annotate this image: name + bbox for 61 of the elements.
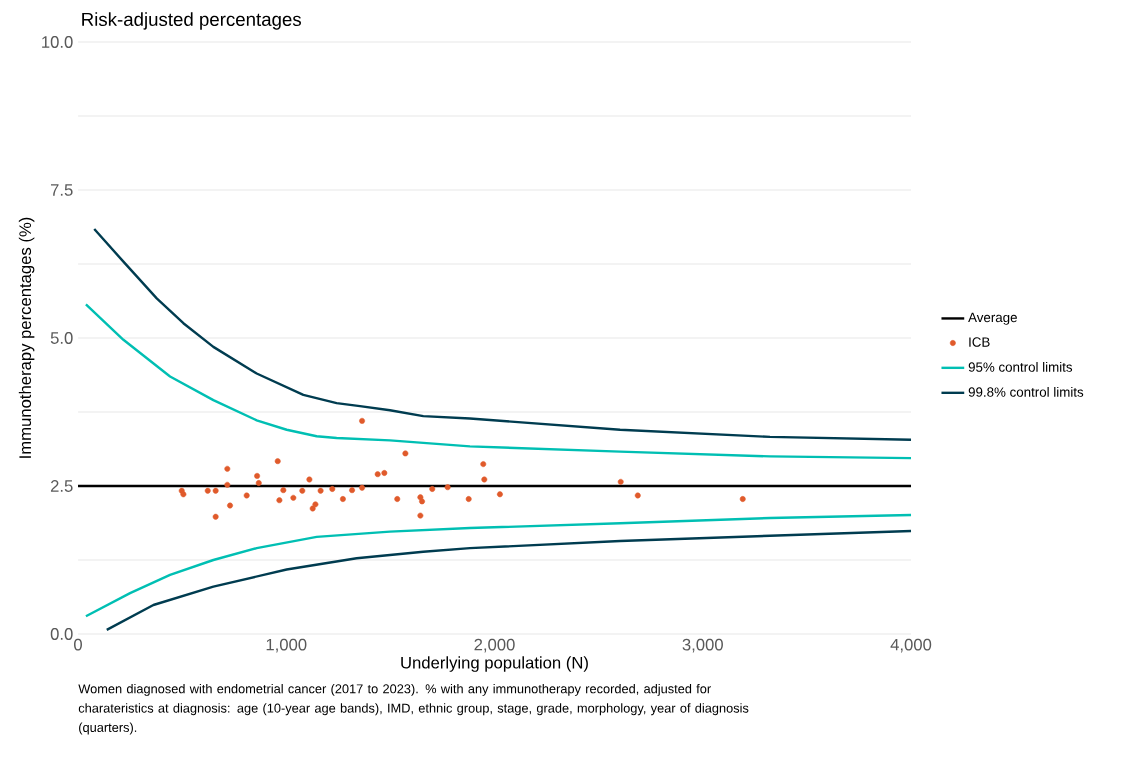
legend-label: ICB: [969, 337, 990, 347]
point: [417, 512, 424, 519]
point: [312, 501, 319, 508]
y-tick-label: 0.0: [50, 628, 73, 640]
point: [212, 487, 219, 494]
x-tick-label: 1,000: [266, 638, 307, 653]
point: [290, 494, 297, 501]
x-tick-label: 0: [74, 638, 82, 651]
legend-label: 99.8% control limits: [968, 387, 1084, 397]
chart-title: Risk-adjusted percentages: [82, 12, 301, 30]
point: [359, 417, 365, 424]
y-tick-label: 10.0: [42, 36, 73, 48]
point: [349, 487, 355, 494]
point: [481, 476, 488, 483]
point: [227, 502, 233, 509]
point: [739, 496, 746, 502]
point: [274, 458, 281, 465]
legend-label: Average: [968, 312, 1017, 325]
point: [254, 473, 261, 479]
point: [309, 505, 316, 512]
point: [280, 487, 287, 494]
y-tick-label: 5.0: [50, 332, 73, 344]
point: [224, 465, 231, 472]
point: [419, 498, 425, 505]
point: [465, 496, 472, 502]
point: [444, 484, 451, 491]
point: [180, 491, 187, 498]
point: [329, 486, 336, 492]
point: [212, 513, 219, 520]
point: [402, 450, 409, 457]
point: [243, 492, 250, 499]
point: [299, 487, 306, 494]
point: [617, 478, 624, 485]
x-axis-title: Underlying population (N): [401, 656, 588, 672]
x-tick-label: 2,000: [474, 638, 515, 653]
point: [374, 471, 381, 478]
point: [317, 487, 324, 494]
point: [496, 491, 503, 498]
point: [255, 480, 262, 486]
x-tick-label: 4,000: [890, 638, 932, 653]
line-series: [84, 513, 913, 618]
y-axis-title: Immunotherapy percentages (%): [18, 217, 35, 458]
line-series: [93, 227, 913, 442]
point: [276, 497, 283, 504]
x-tick-label: 3,000: [682, 638, 723, 653]
y-tick-label: 2.5: [50, 480, 73, 492]
point: [359, 484, 365, 491]
point: [429, 486, 436, 492]
point: [480, 461, 487, 468]
point: [339, 496, 346, 502]
point: [394, 496, 401, 502]
y-tick-label: 7.5: [50, 184, 73, 196]
point: [224, 481, 231, 488]
legend-label: 95% control limits: [968, 362, 1073, 372]
point: [634, 492, 641, 499]
line-series: [105, 529, 913, 632]
point: [306, 476, 313, 483]
point: [381, 470, 388, 476]
point: [204, 487, 211, 494]
line-series: [84, 303, 913, 460]
text: Women diagnosed with endometrial cancer (2017 to 2023). % with any immunotherapy recorded, adjusted for charateristics at diagnosis: age (10-year age bands), IMD, ethnic group, stage, grade, morphology, year of diagnosis (quarters).: [78, 683, 749, 735]
